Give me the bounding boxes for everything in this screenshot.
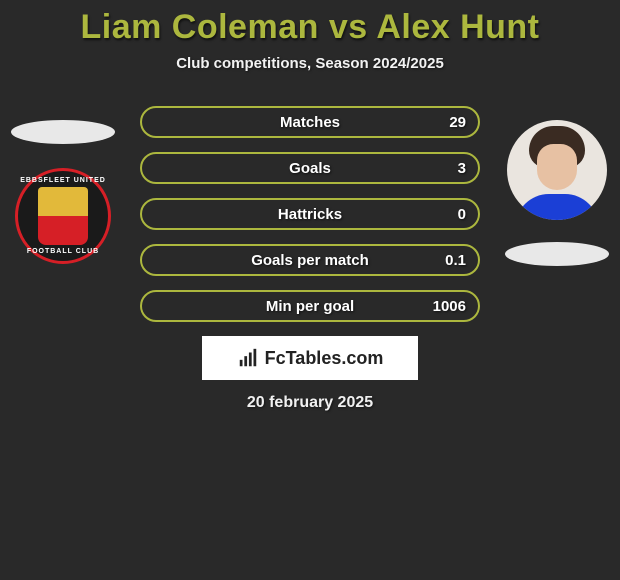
right-player-photo: [507, 120, 607, 220]
stat-value-right: 29: [449, 108, 466, 136]
brand-banner: FcTables.com: [202, 336, 418, 380]
stat-value-right: 3: [458, 154, 466, 182]
stat-value-right: 1006: [433, 292, 466, 320]
stat-row: Matches29: [140, 106, 480, 138]
stat-row: Goals per match0.1: [140, 244, 480, 276]
badge-shield-icon: [38, 187, 88, 245]
bar-chart-icon: [237, 347, 259, 369]
stat-label: Hattricks: [142, 200, 478, 228]
right-player-column: [502, 120, 612, 266]
badge-top-text: EBBSFLEET UNITED: [18, 177, 108, 184]
date-text: 20 february 2025: [0, 394, 620, 412]
stat-value-right: 0: [458, 200, 466, 228]
photo-shirt: [515, 194, 599, 220]
comparison-card: Liam Coleman vs Alex Hunt Club competiti…: [0, 0, 620, 450]
right-club-badge-placeholder: [505, 242, 609, 266]
left-club-badge: EBBSFLEET UNITED FOOTBALL CLUB: [15, 168, 111, 264]
stat-label: Min per goal: [142, 292, 478, 320]
stat-label: Goals per match: [142, 246, 478, 274]
stat-value-right: 0.1: [445, 246, 466, 274]
stat-label: Matches: [142, 108, 478, 136]
photo-face: [537, 144, 577, 190]
badge-bottom-text: FOOTBALL CLUB: [18, 248, 108, 255]
stat-row: Min per goal1006: [140, 290, 480, 322]
brand-text: FcTables.com: [265, 348, 384, 369]
subtitle: Club competitions, Season 2024/2025: [0, 55, 620, 72]
stats-list: Matches29 Goals3 Hattricks0 Goals per match…: [140, 106, 480, 322]
left-player-column: EBBSFLEET UNITED FOOTBALL CLUB: [8, 120, 118, 264]
stat-row: Goals3: [140, 152, 480, 184]
stat-row: Hattricks0: [140, 198, 480, 230]
left-player-photo-placeholder: [11, 120, 115, 144]
page-title: Liam Coleman vs Alex Hunt: [0, 8, 620, 47]
stat-label: Goals: [142, 154, 478, 182]
